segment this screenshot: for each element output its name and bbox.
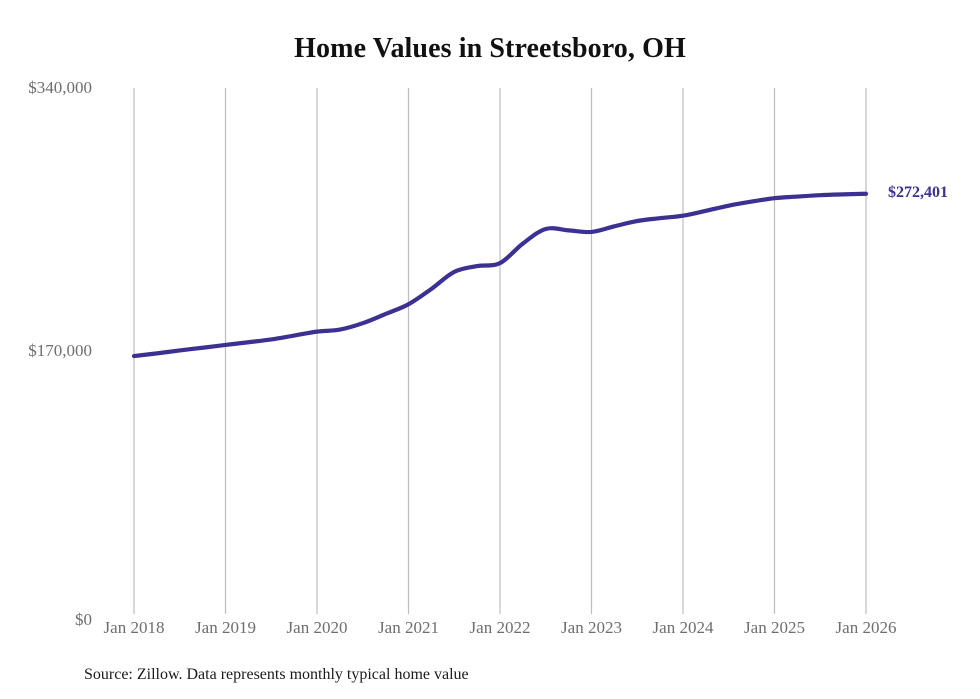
x-axis-tick-jan-2020: Jan 2020	[286, 618, 348, 637]
x-axis-tick-jan-2018: Jan 2018	[103, 618, 165, 637]
y-axis-tick-340000: $340,000	[28, 78, 92, 97]
source-footnote: Source: Zillow. Data represents monthly …	[84, 666, 469, 683]
y-axis-tick-0: $0	[75, 610, 92, 629]
series-line-typical-home-value	[131, 191, 869, 359]
x-axis-tick-jan-2019: Jan 2019	[195, 618, 256, 637]
x-axis-tick-jan-2026: Jan 2026	[835, 618, 897, 637]
x-axis-tick-jan-2024: Jan 2024	[652, 618, 714, 637]
x-axis-tick-jan-2023: Jan 2023	[561, 618, 622, 637]
vertical-gridlines	[133, 88, 867, 614]
chart-title: Home Values in Streetsboro, OH	[294, 33, 686, 64]
x-axis-tick-jan-2025: Jan 2025	[744, 618, 805, 637]
series-end-value-label: $272,401	[888, 183, 948, 201]
x-axis-tick-jan-2021: Jan 2021	[378, 618, 439, 637]
y-axis-tick-170000: $170,000	[28, 341, 92, 360]
x-axis-tick-jan-2022: Jan 2022	[469, 618, 531, 637]
